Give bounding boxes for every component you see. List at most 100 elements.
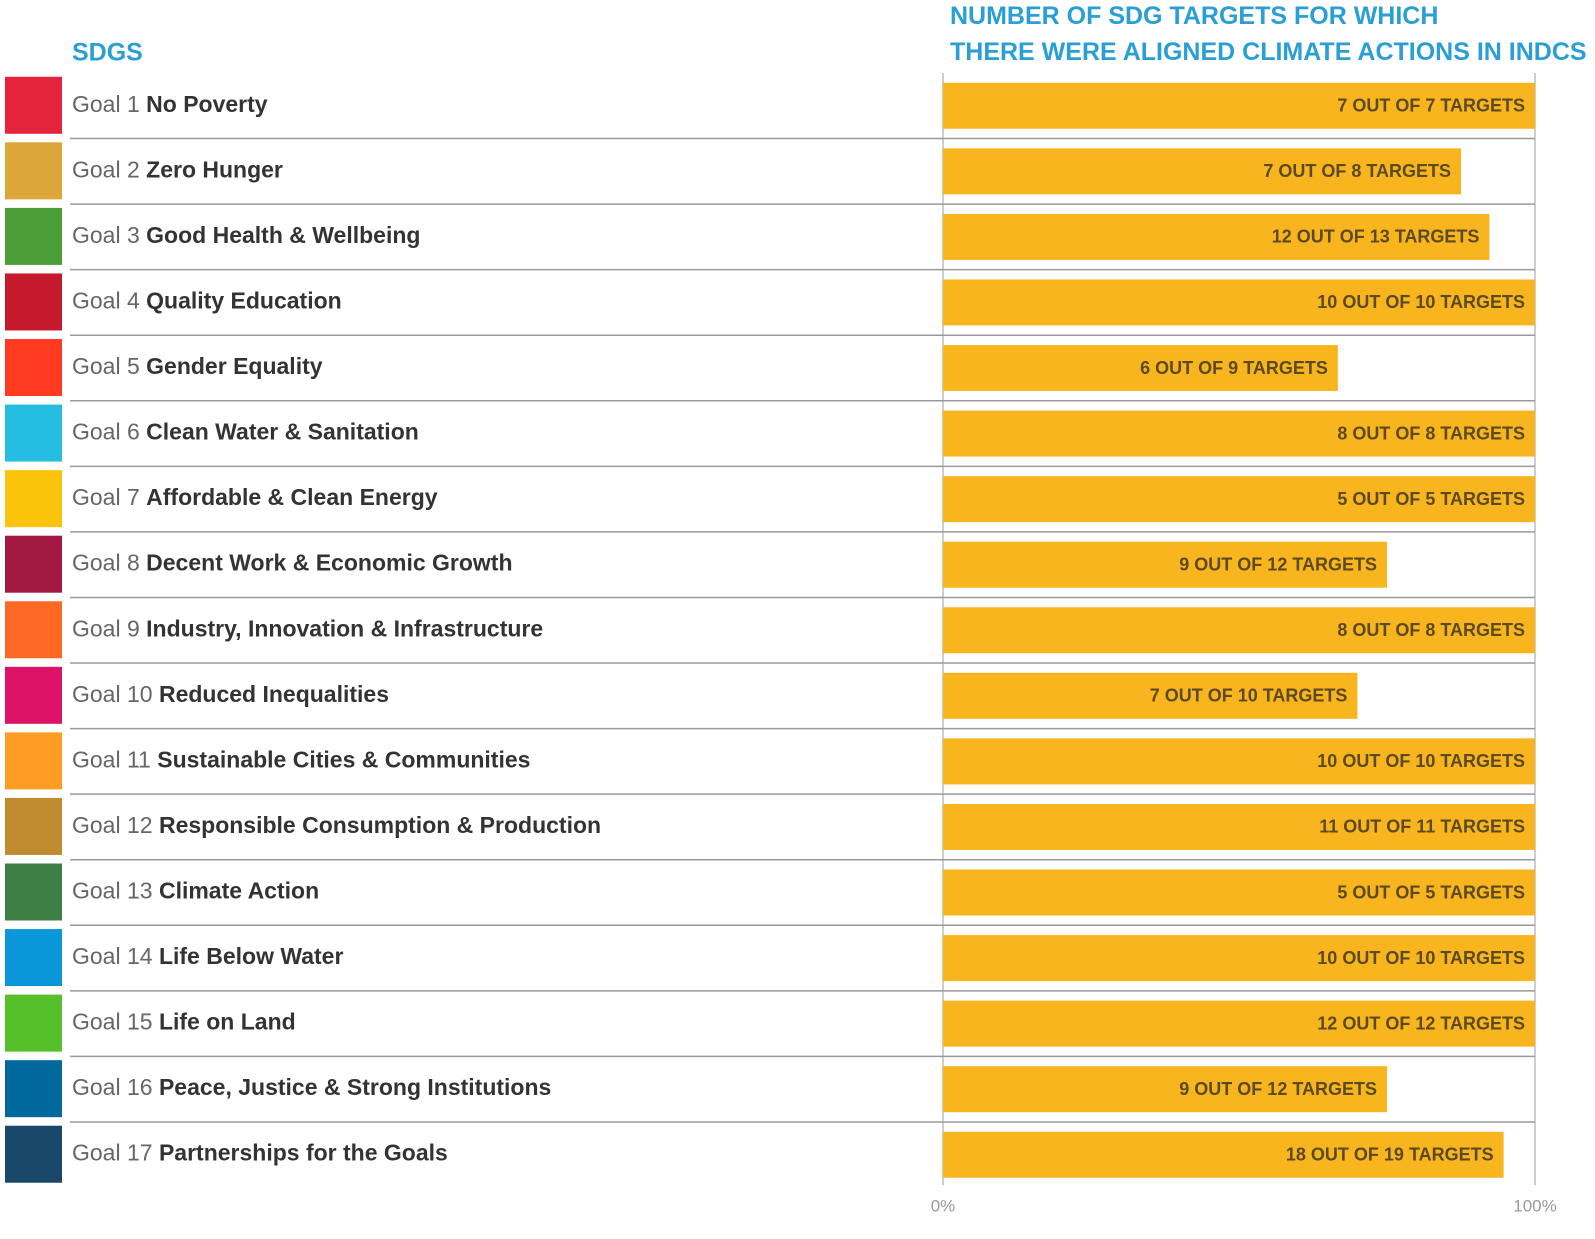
- value-label: 9 OUT OF 12 TARGETS: [1179, 554, 1377, 574]
- goal-name: Decent Work & Economic Growth: [146, 550, 512, 576]
- goal-number: Goal 6: [72, 419, 140, 445]
- goal-number: Goal 2: [72, 156, 140, 182]
- value-label: 6 OUT OF 9 TARGETS: [1140, 358, 1328, 378]
- goal-name: No Poverty: [146, 91, 268, 117]
- bar: [943, 869, 1535, 916]
- sdg-icon: [5, 666, 62, 724]
- sdg-icon: [5, 1060, 62, 1118]
- x-tick-label: 0%: [931, 1196, 956, 1215]
- chart-title: NUMBER OF SDG TARGETS FOR WHICH THERE WER…: [950, 2, 1587, 66]
- value-label: 12 OUT OF 12 TARGETS: [1317, 1013, 1525, 1033]
- goal-number: Goal 10: [72, 681, 153, 707]
- goal-name: Partnerships for the Goals: [159, 1140, 448, 1166]
- value-label: 8 OUT OF 8 TARGETS: [1337, 423, 1525, 443]
- sdg-icon: [5, 732, 62, 790]
- sdg-icon: [5, 797, 62, 855]
- bar: [943, 607, 1535, 654]
- bar: [943, 738, 1535, 785]
- category-header: SDGS: [72, 39, 143, 67]
- goal-number: Goal 12: [72, 812, 153, 838]
- bar: [943, 1066, 1387, 1113]
- category-label: Goal 15 Life on Land: [72, 1009, 296, 1035]
- bar: [943, 148, 1461, 195]
- bar: [943, 476, 1535, 523]
- sdg-icon: [5, 994, 62, 1052]
- value-label: 10 OUT OF 10 TARGETS: [1317, 751, 1525, 771]
- value-label: 7 OUT OF 8 TARGETS: [1263, 161, 1451, 181]
- sdg-icon: [5, 535, 62, 593]
- goal-name: Life Below Water: [159, 943, 343, 969]
- value-label: 7 OUT OF 10 TARGETS: [1150, 686, 1348, 706]
- goal-number: Goal 4: [72, 288, 140, 314]
- bar: [943, 410, 1535, 457]
- bar: [943, 82, 1535, 129]
- value-label: 8 OUT OF 8 TARGETS: [1337, 620, 1525, 640]
- bar: [943, 213, 1490, 260]
- x-tick-label: 100%: [1513, 1196, 1556, 1215]
- sdg-icon: [5, 470, 62, 528]
- value-label: 11 OUT OF 11 TARGETS: [1319, 817, 1525, 837]
- goal-name: Sustainable Cities & Communities: [157, 746, 530, 772]
- goal-name: Industry, Innovation & Infrastructure: [146, 615, 543, 641]
- sdg-icon: [5, 273, 62, 331]
- bar: [943, 803, 1535, 850]
- value-label: 9 OUT OF 12 TARGETS: [1179, 1079, 1377, 1099]
- goal-name: Life on Land: [159, 1009, 296, 1035]
- category-label: Goal 16 Peace, Justice & Strong Institut…: [72, 1074, 551, 1100]
- goal-number: Goal 5: [72, 353, 140, 379]
- value-label: 10 OUT OF 10 TARGETS: [1317, 292, 1525, 312]
- goal-name: Zero Hunger: [146, 156, 283, 182]
- goal-number: Goal 9: [72, 615, 140, 641]
- bar: [943, 935, 1535, 982]
- category-label: Goal 11 Sustainable Cities & Communities: [72, 746, 530, 772]
- sdg-icon: [5, 929, 62, 987]
- goal-number: Goal 8: [72, 550, 140, 576]
- category-label: Goal 1 No Poverty: [72, 91, 268, 117]
- category-label: Goal 14 Life Below Water: [72, 943, 343, 969]
- category-label: Goal 8 Decent Work & Economic Growth: [72, 550, 513, 576]
- category-label: Goal 3 Good Health & Wellbeing: [72, 222, 420, 248]
- goal-name: Peace, Justice & Strong Institutions: [159, 1074, 551, 1100]
- goal-number: Goal 14: [72, 943, 153, 969]
- value-label: 12 OUT OF 13 TARGETS: [1272, 227, 1480, 247]
- goal-number: Goal 1: [72, 91, 140, 117]
- goal-name: Clean Water & Sanitation: [146, 419, 419, 445]
- category-label: Goal 7 Affordable & Clean Energy: [72, 484, 438, 510]
- category-label: Goal 10 Reduced Inequalities: [72, 681, 389, 707]
- goal-name: Good Health & Wellbeing: [146, 222, 420, 248]
- value-label: 5 OUT OF 5 TARGETS: [1337, 489, 1525, 509]
- bar: [943, 345, 1338, 392]
- value-label: 7 OUT OF 7 TARGETS: [1337, 96, 1525, 116]
- category-label: Goal 13 Climate Action: [72, 878, 319, 904]
- goal-number: Goal 16: [72, 1074, 153, 1100]
- goal-name: Reduced Inequalities: [159, 681, 389, 707]
- bar: [943, 672, 1358, 719]
- goal-name: Affordable & Clean Energy: [146, 484, 438, 510]
- category-label: Goal 2 Zero Hunger: [72, 156, 283, 182]
- category-label: Goal 4 Quality Education: [72, 288, 342, 314]
- category-label: Goal 5 Gender Equality: [72, 353, 323, 379]
- sdg-icon: [5, 207, 62, 265]
- bar: [943, 279, 1535, 326]
- sdg-icon: [5, 404, 62, 462]
- bar: [943, 541, 1387, 588]
- goal-number: Goal 13: [72, 878, 153, 904]
- sdg-icon: [5, 339, 62, 397]
- bar: [943, 1000, 1535, 1047]
- sdg-icon: [5, 863, 62, 921]
- goal-number: Goal 15: [72, 1009, 153, 1035]
- sdg-icon: [5, 601, 62, 659]
- goal-name: Climate Action: [159, 878, 319, 904]
- sdg-icon: [5, 1125, 62, 1183]
- goal-name: Quality Education: [146, 288, 342, 314]
- value-label: 18 OUT OF 19 TARGETS: [1286, 1144, 1494, 1164]
- category-label: Goal 17 Partnerships for the Goals: [72, 1140, 448, 1166]
- goal-name: Responsible Consumption & Production: [159, 812, 601, 838]
- category-label: Goal 6 Clean Water & Sanitation: [72, 419, 419, 445]
- value-label: 10 OUT OF 10 TARGETS: [1317, 948, 1525, 968]
- value-label: 5 OUT OF 5 TARGETS: [1337, 882, 1525, 902]
- goal-number: Goal 17: [72, 1140, 153, 1166]
- sdg-icon: [5, 142, 62, 200]
- goal-name: Gender Equality: [146, 353, 323, 379]
